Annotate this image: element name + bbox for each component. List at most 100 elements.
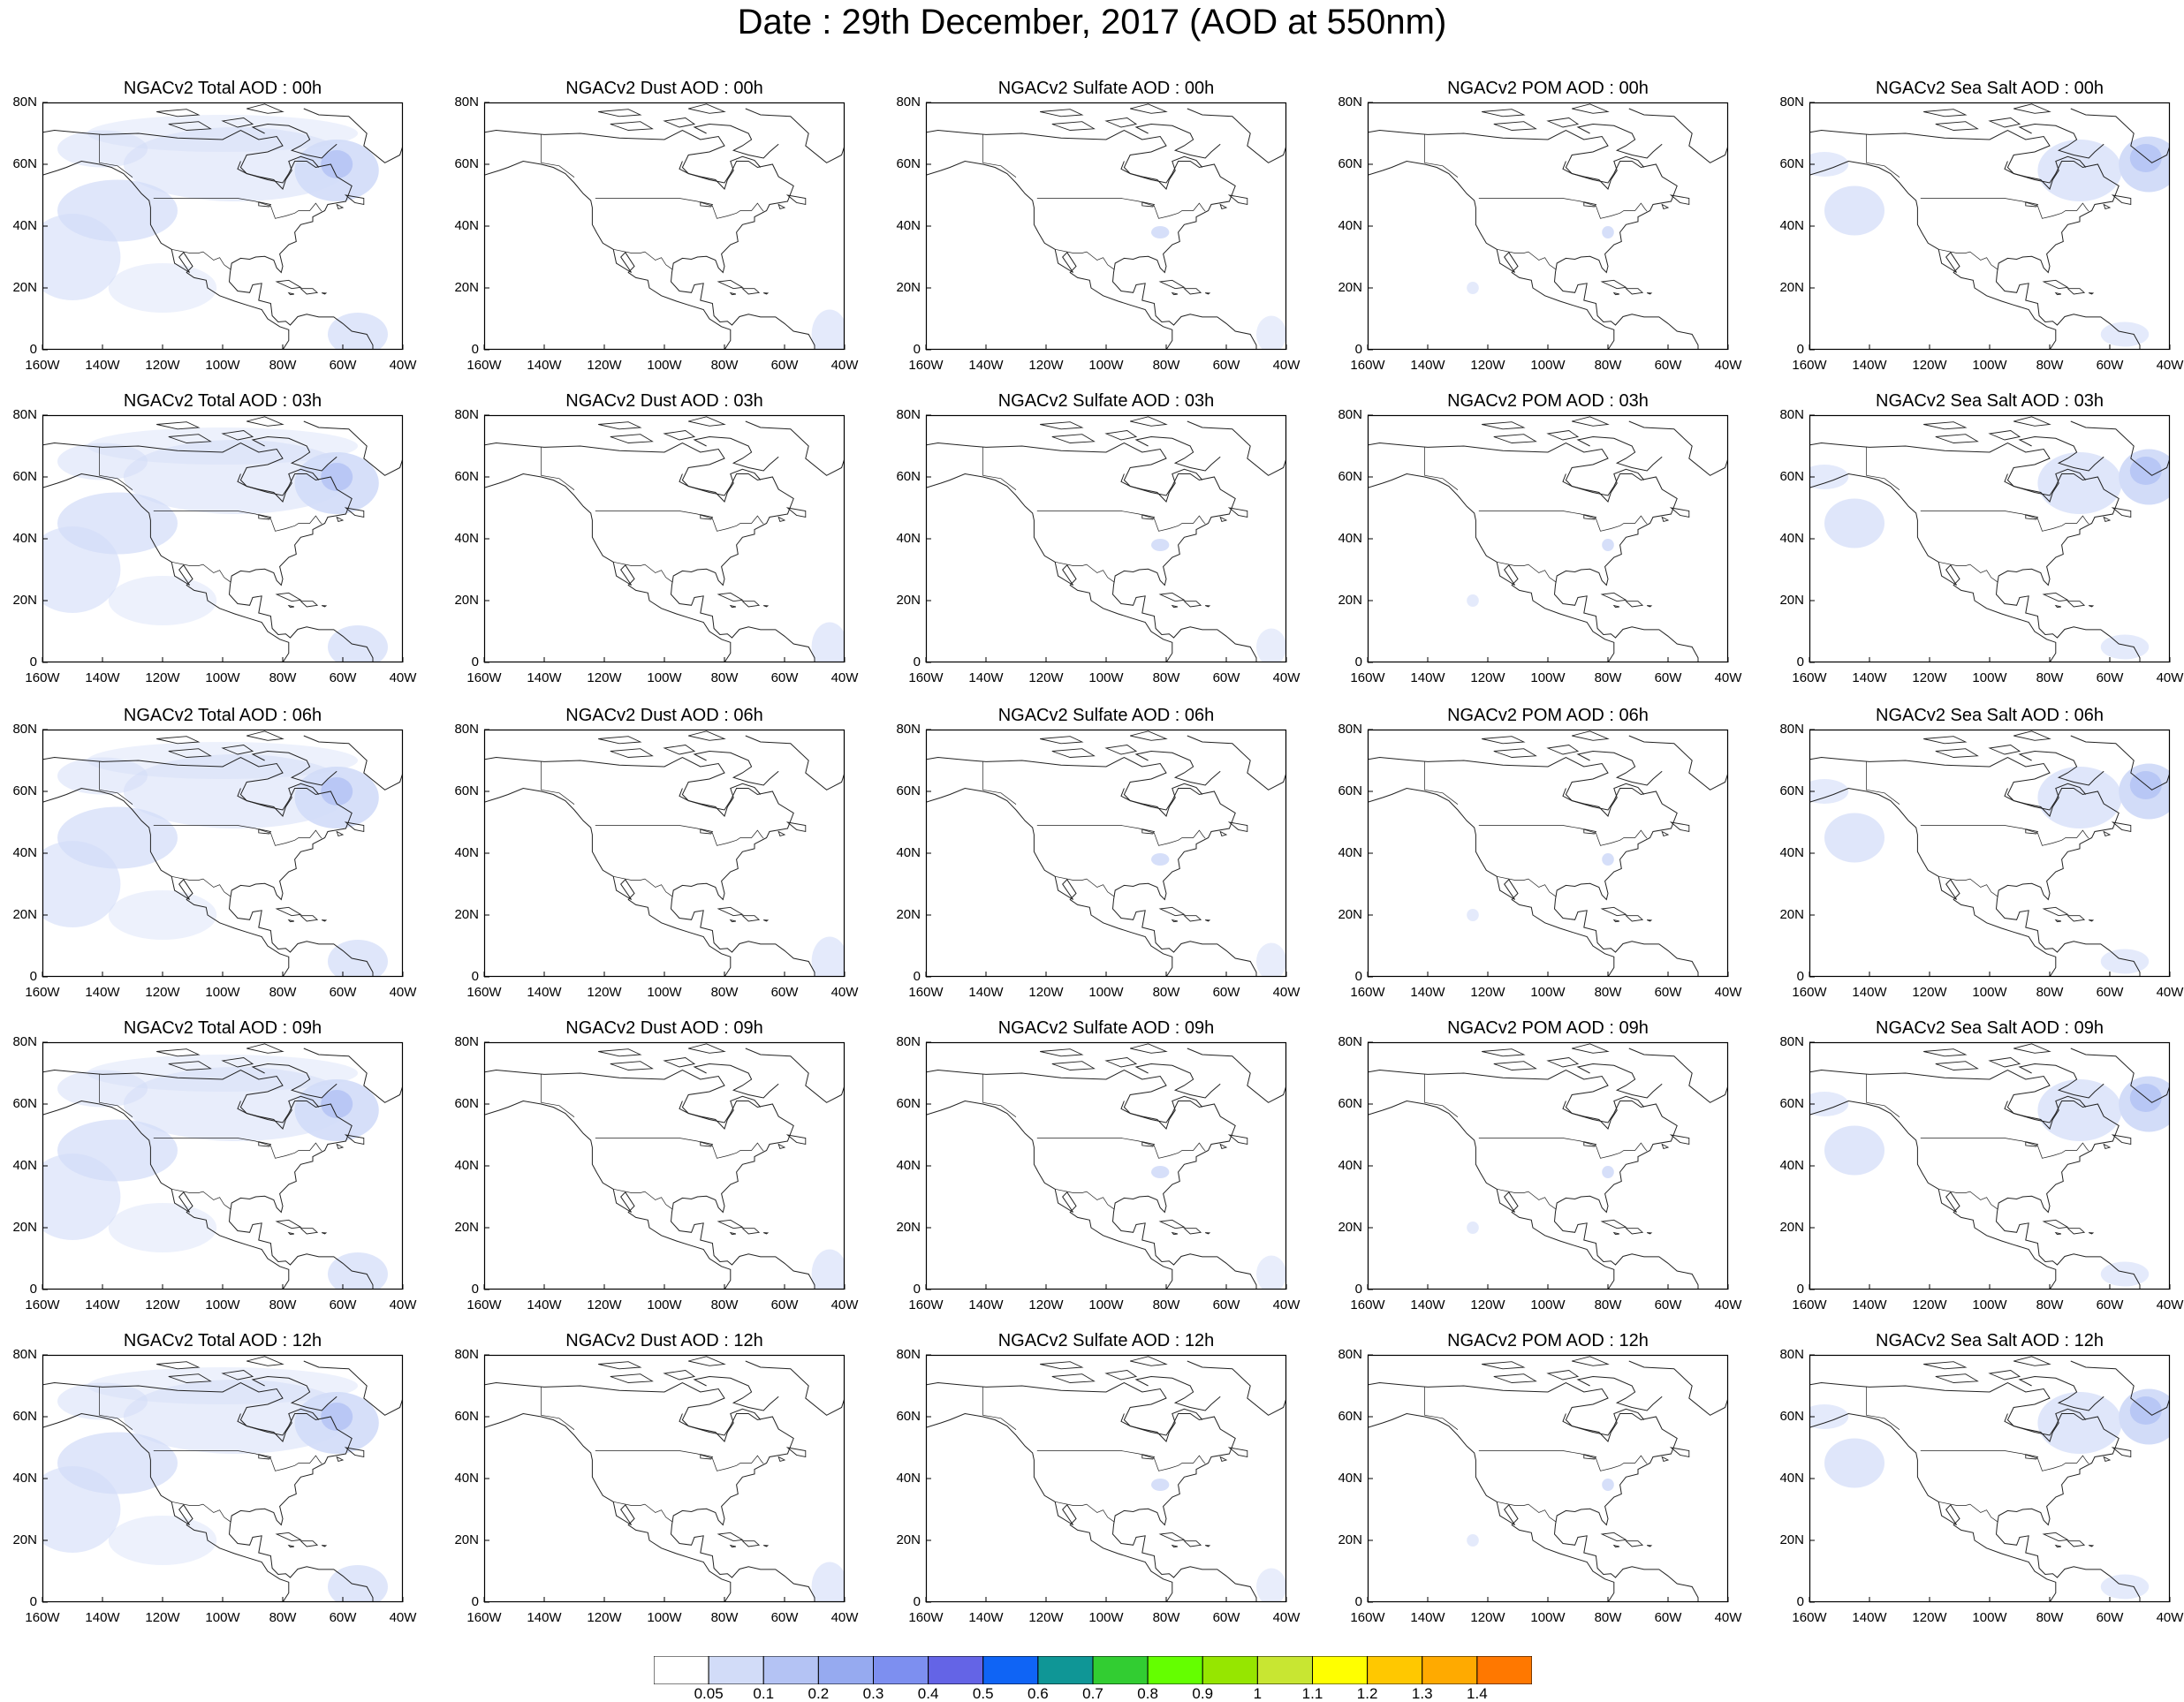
country-border (153, 825, 322, 846)
island-outline (2111, 821, 2132, 833)
colorbar-label: 0.7 (1082, 1685, 1103, 1702)
island-outline (1183, 1228, 1202, 1235)
coastline (1809, 1069, 2141, 1290)
x-tick-label: 40W (389, 1297, 417, 1312)
country-border (595, 198, 764, 219)
coastline (484, 129, 815, 350)
island-outline (741, 1540, 761, 1547)
y-tick-label: 0 (1354, 1594, 1362, 1609)
island-outline (275, 906, 302, 917)
island-outline (246, 730, 284, 741)
x-tick-label: 140W (968, 1297, 1004, 1312)
island-outline (322, 605, 328, 608)
aod-shading (811, 1249, 845, 1290)
country-border (99, 447, 133, 490)
x-tick-label: 60W (770, 670, 799, 685)
aod-shading (1256, 1255, 1286, 1290)
aod-shading (1602, 1166, 1614, 1178)
x-tick-label: 100W (647, 670, 682, 685)
x-tick-label: 160W (466, 985, 502, 1000)
aod-shading (87, 1055, 358, 1092)
x-tick-label: 40W (1272, 1610, 1301, 1625)
coastline (42, 1069, 374, 1290)
x-tick-label: 100W (1972, 670, 2007, 685)
island-outline (246, 1043, 284, 1054)
map-panel (1367, 1354, 1729, 1603)
coastline (2004, 155, 2087, 190)
coastline (2004, 783, 2087, 817)
y-tick-label: 60N (1338, 469, 1362, 484)
island-outline (1493, 434, 1537, 443)
island-outline (1583, 514, 1597, 520)
x-tick-label: 100W (1088, 670, 1124, 685)
x-tick-label: 80W (2036, 358, 2064, 373)
island-outline (1130, 1356, 1168, 1366)
island-outline (1625, 1228, 1644, 1235)
country-border (1055, 561, 1115, 583)
y-tick-label: 20N (454, 1220, 479, 1235)
coastline (1576, 1063, 1663, 1099)
island-outline (168, 434, 212, 443)
island-outline (1546, 430, 1580, 441)
y-tick-label: 20N (12, 280, 37, 295)
y-tick-label: 20N (1338, 1532, 1362, 1547)
island-outline (2013, 730, 2051, 741)
island-outline (1227, 821, 1248, 833)
x-tick-label: 160W (908, 670, 944, 685)
y-tick-label: 20N (12, 1220, 37, 1235)
colorbar-label: 0.3 (862, 1685, 884, 1702)
map-panel (925, 414, 1287, 663)
coastline (679, 1408, 762, 1442)
x-tick-label: 140W (527, 1297, 562, 1312)
country-border (1424, 447, 1459, 490)
country-border (1055, 1188, 1115, 1210)
y-tick-label: 40N (12, 531, 37, 546)
panel-title: NGACv2 Dust AOD : 00h (565, 79, 763, 98)
country-border (1866, 134, 1900, 178)
coastline (251, 750, 337, 786)
aod-shading (2100, 1261, 2150, 1287)
island-outline (1988, 1370, 2021, 1381)
y-tick-label: 20N (1338, 593, 1362, 608)
island-outline (2025, 1454, 2039, 1460)
coastline (2070, 108, 2170, 163)
coastline (1628, 1360, 1728, 1416)
x-tick-label: 120W (145, 670, 180, 685)
colorbar-box (1367, 1656, 1423, 1684)
x-tick-label: 40W (1714, 985, 1742, 1000)
y-tick-label: 60N (454, 156, 479, 171)
x-tick-label: 40W (1714, 1297, 1742, 1312)
aod-shading (42, 214, 121, 300)
y-tick-label: 0 (29, 342, 37, 357)
panel-title: NGACv2 Sulfate AOD : 00h (997, 79, 1215, 98)
island-outline (598, 1361, 642, 1370)
country-border (153, 198, 322, 219)
y-tick-label: 20N (896, 1532, 921, 1547)
country-border (613, 1188, 673, 1210)
x-tick-label: 100W (1530, 670, 1566, 685)
island-outline (322, 292, 328, 295)
x-tick-label: 40W (830, 985, 859, 1000)
country-border (171, 561, 231, 583)
island-outline (663, 745, 696, 755)
island-outline (287, 1544, 295, 1548)
coastline (237, 155, 320, 190)
coastline (926, 1069, 1257, 1290)
island-outline (2025, 201, 2039, 208)
island-outline (221, 745, 254, 755)
y-tick-label: 60N (1338, 783, 1362, 798)
x-tick-label: 100W (1972, 358, 2007, 373)
country-border (153, 1450, 322, 1471)
island-outline (2013, 103, 2051, 114)
coastline (237, 1095, 320, 1130)
map-panel (1809, 102, 2171, 351)
y-tick-label: 80N (1338, 1347, 1362, 1362)
island-outline (336, 1456, 345, 1462)
island-outline (610, 434, 654, 443)
y-tick-label: 0 (913, 1594, 921, 1609)
aod-shading (2100, 1574, 2150, 1600)
x-tick-label: 160W (908, 358, 944, 373)
x-tick-label: 80W (1152, 985, 1180, 1000)
island-outline (1935, 748, 1979, 758)
country-border (1497, 561, 1557, 583)
